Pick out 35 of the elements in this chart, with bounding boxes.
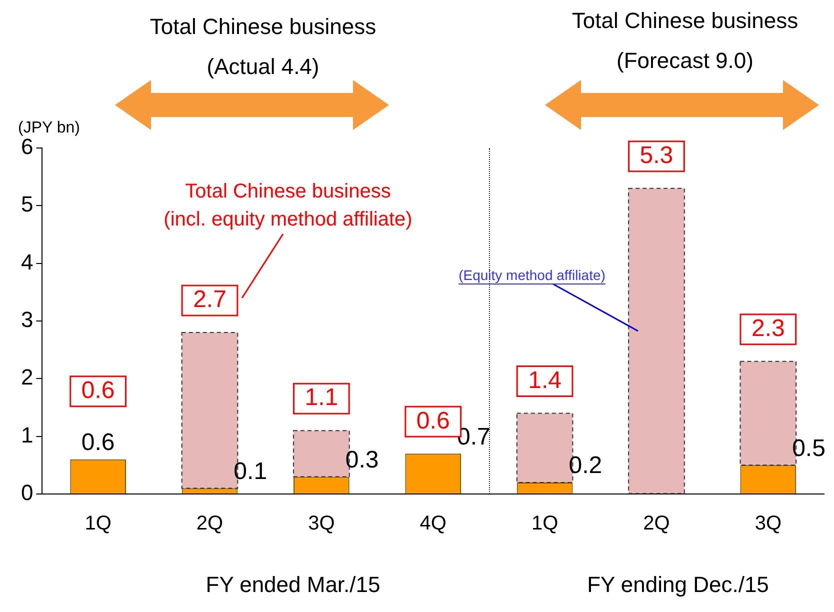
- x-tick-label: 1Q: [84, 512, 112, 535]
- text: (Actual 4.4): [206, 54, 320, 80]
- text: FY ending Dec./15: [587, 572, 769, 598]
- annotation: (Equity method affiliate): [458, 266, 606, 283]
- total-label: 2.3: [751, 314, 785, 342]
- total-label: 0.6: [416, 407, 450, 434]
- total-label: 2.7: [193, 286, 226, 314]
- total-label: 0.6: [81, 429, 115, 456]
- data-label: 0.1: [234, 458, 268, 485]
- y-tick-label: 2: [20, 364, 34, 390]
- y-tick-label: 1: [20, 422, 34, 448]
- y-tick-label: 3: [20, 307, 34, 332]
- text: Total Chinese business: [150, 14, 376, 40]
- x-tick-label: 3Q: [308, 512, 335, 535]
- annotation: Total Chinese business: [185, 180, 391, 203]
- x-tick-label: 1Q: [531, 512, 558, 535]
- data-label: 0.3: [345, 446, 379, 474]
- total-label: 5.3: [640, 142, 674, 169]
- x-tick-label: 2Q: [196, 512, 224, 535]
- x-tick-label: 2Q: [643, 512, 670, 535]
- text: Total Chinese business: [572, 8, 798, 34]
- data-label: 0.6: [81, 377, 115, 404]
- data-label: 0.5: [792, 434, 826, 462]
- x-tick-label: 3Q: [754, 512, 782, 535]
- text: (Forecast 9.0): [616, 48, 754, 74]
- text: FY ended Mar./15: [206, 572, 380, 598]
- x-tick-label: 4Q: [420, 512, 446, 535]
- annotation: (incl. equity method affiliate): [164, 208, 412, 231]
- total-label: 1.4: [528, 366, 562, 394]
- data-label: 0.2: [568, 452, 602, 480]
- y-tick-label: 5: [20, 192, 34, 217]
- y-axis-title: (JPY bn): [18, 119, 80, 136]
- total-label: 1.1: [304, 384, 338, 412]
- y-tick-label: 0: [20, 480, 34, 506]
- y-tick-label: 4: [20, 249, 34, 274]
